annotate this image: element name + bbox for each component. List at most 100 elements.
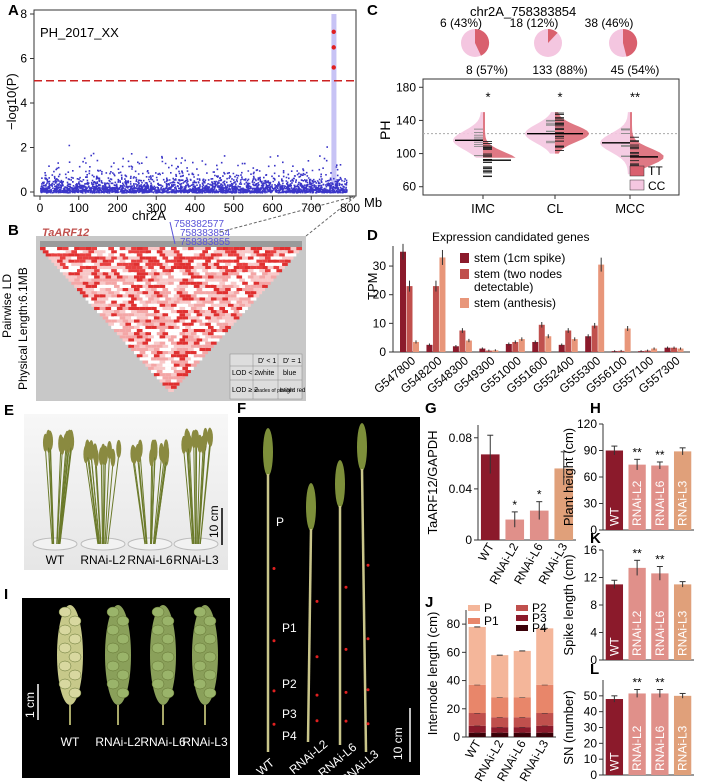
ld-cell <box>270 250 277 254</box>
ld-cell <box>173 294 180 298</box>
ld-cell <box>290 247 297 251</box>
ld-cell <box>68 259 75 263</box>
j-bar-segment <box>468 684 486 714</box>
i-spikelet <box>106 642 120 654</box>
ld-cell <box>213 325 220 329</box>
ld-cell <box>159 366 166 370</box>
ld-cell <box>188 278 194 282</box>
bar-category-label: WT <box>475 540 497 564</box>
ld-cell <box>156 256 163 260</box>
ld-cell <box>287 250 294 254</box>
ld-cell <box>228 310 234 314</box>
ld-cell <box>179 256 186 260</box>
bar-significance: * <box>512 498 517 512</box>
bar <box>480 454 500 540</box>
ld-cell <box>102 265 109 270</box>
ld-cell <box>99 281 106 285</box>
ld-cell <box>219 281 226 285</box>
ld-cell <box>139 357 146 361</box>
bar-significance: ** <box>632 445 642 459</box>
ld-cell <box>119 310 126 314</box>
ld-cell <box>151 306 157 311</box>
ld-cell <box>162 376 169 380</box>
ld-cell <box>190 344 197 348</box>
ld-cell <box>225 269 231 273</box>
ld-cell <box>139 300 146 304</box>
ld-cell <box>105 262 112 266</box>
d-legend-label: stem (anthesis) <box>474 296 556 310</box>
ld-cell <box>159 316 166 320</box>
ld-cell <box>205 265 211 270</box>
f-stem <box>360 468 368 753</box>
ld-cell <box>153 284 160 288</box>
ld-cell <box>267 247 274 251</box>
ld-cell <box>179 269 186 273</box>
bar-ytick-label: 60 <box>584 470 598 484</box>
panel-f-scale: 10 cm <box>391 727 405 760</box>
ld-cell <box>176 291 183 295</box>
ld-cell <box>190 325 197 329</box>
ld-cell <box>216 322 223 326</box>
ld-cell <box>253 269 260 273</box>
e-spike <box>136 444 142 463</box>
ld-cell <box>242 275 248 279</box>
ld-cell <box>265 262 271 266</box>
ld-cell <box>233 291 240 295</box>
ld-cell <box>171 360 177 364</box>
ld-cell <box>171 341 177 345</box>
ld-cell <box>165 360 171 364</box>
ld-cell <box>105 250 112 254</box>
ld-cell <box>196 256 203 260</box>
ld-cell <box>173 281 180 285</box>
ld-cell <box>225 288 231 292</box>
f-node-marker <box>366 688 370 692</box>
ld-cell <box>108 278 114 282</box>
j-legend-label: P2 <box>532 601 547 615</box>
ld-cell <box>94 281 100 285</box>
ld-cell <box>236 250 243 254</box>
ld-cell <box>270 275 277 279</box>
ld-cell <box>159 373 166 377</box>
ld-cell <box>116 275 123 279</box>
e-label: RNAi-L6 <box>127 553 173 567</box>
ld-cell <box>153 366 160 370</box>
ld-cell <box>196 306 203 311</box>
ld-cell <box>165 354 171 358</box>
ld-cell <box>131 278 137 282</box>
ld-cell <box>225 313 231 317</box>
ld-cell <box>196 294 203 298</box>
ld-cell <box>205 259 211 263</box>
ld-cell <box>125 272 132 276</box>
ld-cell <box>182 335 189 339</box>
ld-cell <box>225 294 231 298</box>
ld-cell <box>162 382 169 386</box>
ld-cell <box>131 253 137 257</box>
ld-cell <box>182 247 189 251</box>
ld-cell <box>159 303 166 307</box>
ld-cell <box>97 284 103 288</box>
ld-cell <box>153 272 160 276</box>
ld-cell <box>196 357 203 361</box>
ld-cell <box>145 306 152 311</box>
ld-cell <box>173 288 180 292</box>
e-stem <box>105 463 114 545</box>
i-spikelet <box>203 687 217 699</box>
ld-cell <box>119 278 126 282</box>
ld-cell <box>159 322 166 326</box>
ld-cell <box>136 247 143 251</box>
e-spike <box>88 442 94 461</box>
ld-cell <box>196 344 203 348</box>
ld-cell <box>102 253 109 257</box>
ld-cell <box>165 335 171 339</box>
ld-cell <box>79 253 86 257</box>
ld-cell <box>85 291 92 295</box>
ld-cell <box>102 259 109 263</box>
i-spikelet <box>161 615 175 627</box>
ld-cell <box>185 306 191 311</box>
ld-cell <box>190 319 197 323</box>
ld-cell <box>94 262 100 266</box>
ld-cell <box>165 303 171 307</box>
ld-cell <box>148 272 154 276</box>
ld-cell <box>148 366 154 370</box>
ld-cell <box>188 341 194 345</box>
